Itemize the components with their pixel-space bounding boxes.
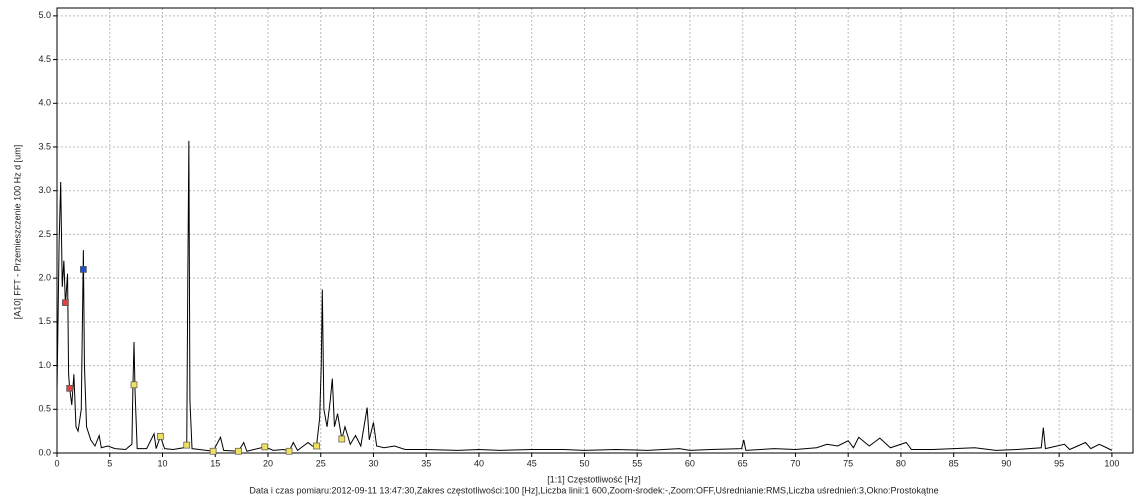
subtitle: Data i czas pomiaru:2012-09-11 13:47:30,… bbox=[249, 485, 938, 495]
cursor-marker bbox=[66, 384, 74, 392]
x-tick-label: 25 bbox=[316, 458, 326, 468]
x-tick-label: 90 bbox=[1001, 458, 1011, 468]
x-tick-label: 100 bbox=[1104, 458, 1119, 468]
cursor-marker bbox=[80, 266, 87, 273]
x-tick-label: 15 bbox=[210, 458, 220, 468]
cursor-marker bbox=[157, 433, 164, 440]
x-tick-label: 95 bbox=[1054, 458, 1064, 468]
cursor-marker bbox=[285, 447, 293, 455]
y-tick-label: 1.0 bbox=[38, 360, 51, 370]
x-tick-label: 0 bbox=[54, 458, 59, 468]
y-tick-label: 0.5 bbox=[38, 404, 51, 414]
x-tick-label: 35 bbox=[421, 458, 431, 468]
x-tick-label: 70 bbox=[790, 458, 800, 468]
y-tick-label: 3.0 bbox=[38, 185, 51, 195]
y-tick-label: 5.0 bbox=[38, 10, 51, 20]
x-tick-label: 85 bbox=[949, 458, 959, 468]
y-tick-label: 3.5 bbox=[38, 141, 51, 151]
plot-frame bbox=[56, 7, 1134, 454]
x-tick-label: 10 bbox=[157, 458, 167, 468]
x-tick-label: 55 bbox=[632, 458, 642, 468]
x-tick-label: 20 bbox=[263, 458, 273, 468]
cursor-marker bbox=[338, 435, 346, 443]
y-tick-label: 2.5 bbox=[38, 229, 51, 239]
x-axis-label: [1:1] Częstotliwość [Hz] bbox=[547, 474, 641, 484]
cursor-marker bbox=[313, 442, 320, 450]
spectrum-line bbox=[56, 140, 1113, 452]
cursor-marker bbox=[209, 447, 217, 455]
y-axis-label: [A10] FFT - Przemieszczenie 100 Hz d [um… bbox=[12, 145, 22, 319]
cursor-marker bbox=[261, 443, 269, 451]
cursor-marker bbox=[62, 299, 69, 306]
y-tick-label: 0.0 bbox=[38, 447, 51, 457]
x-tick-label: 65 bbox=[738, 458, 748, 468]
x-tick-label: 80 bbox=[896, 458, 906, 468]
cursor-marker bbox=[235, 447, 242, 455]
y-tick-label: 2.0 bbox=[38, 273, 51, 283]
cursor-marker bbox=[130, 381, 138, 389]
x-tick-label: 45 bbox=[527, 458, 537, 468]
y-tick-label: 1.5 bbox=[38, 316, 51, 326]
x-tick-label: 75 bbox=[843, 458, 853, 468]
x-tick-label: 5 bbox=[107, 458, 112, 468]
x-tick-label: 40 bbox=[474, 458, 484, 468]
y-tick-label: 4.0 bbox=[38, 98, 51, 108]
y-tick-label: 4.5 bbox=[38, 54, 51, 64]
x-tick-label: 50 bbox=[579, 458, 589, 468]
x-tick-label: 30 bbox=[368, 458, 378, 468]
x-tick-label: 60 bbox=[685, 458, 695, 468]
cursor-marker bbox=[183, 441, 191, 449]
